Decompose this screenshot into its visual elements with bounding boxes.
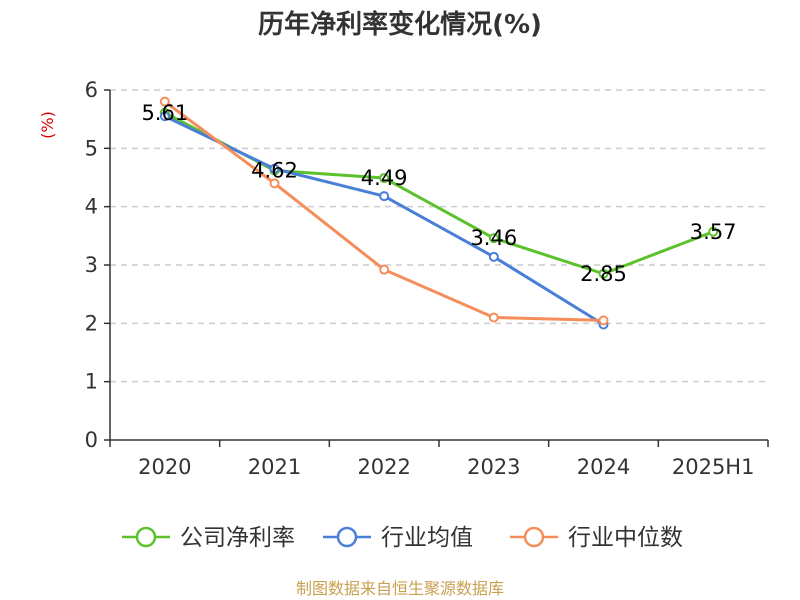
data-point	[379, 264, 390, 275]
legend-marker	[135, 526, 157, 548]
data-point	[488, 233, 499, 244]
source-note: 制图数据来自恒生聚源数据库	[296, 579, 504, 598]
legend-label: 行业中位数	[568, 525, 683, 551]
series-line	[164, 114, 605, 326]
legend-label: 行业均值	[381, 525, 473, 551]
data-label: 5.61	[141, 101, 188, 125]
data-point	[488, 251, 499, 262]
legend: 公司净利率 行业均值 行业中位数	[122, 525, 683, 551]
y-tick-label: 0	[85, 428, 98, 452]
data-point	[379, 173, 390, 184]
data-point	[159, 96, 170, 107]
data-label: 2.85	[580, 262, 627, 286]
x-tick-label: 2025H1	[672, 455, 755, 479]
x-tick-label: 2021	[248, 455, 301, 479]
data-label: 4.62	[251, 159, 298, 183]
y-tick-label: 1	[85, 370, 98, 394]
data-point	[598, 268, 609, 279]
data-point	[379, 191, 390, 202]
data-labels: 5.61 4.62 4.49 3.46 2.85 3.57	[141, 101, 736, 286]
y-tick-label: 6	[85, 78, 98, 102]
data-label: 4.49	[361, 166, 408, 190]
x-tick-label: 2020	[138, 455, 191, 479]
series-line	[164, 111, 714, 276]
legend-marker	[336, 526, 358, 548]
data-point	[488, 312, 499, 323]
x-tick-label: 2024	[577, 455, 630, 479]
data-point	[269, 163, 280, 174]
axes	[104, 89, 769, 447]
data-point	[598, 315, 609, 326]
chart-title: 历年净利率变化情况(%)	[258, 9, 542, 40]
legend-label: 公司净利率	[180, 525, 295, 551]
data-label: 3.57	[690, 220, 737, 244]
y-tick-label: 3	[85, 253, 98, 277]
legend-marker	[523, 526, 545, 548]
y-tick-label: 2	[85, 311, 98, 335]
data-point	[159, 111, 170, 122]
y-tick-label: 5	[85, 136, 98, 160]
x-tick-label: 2022	[357, 455, 410, 479]
series-lines	[163, 100, 714, 326]
x-tick-label: 2023	[467, 455, 520, 479]
y-tick-label: 4	[85, 195, 98, 219]
y-axis-label: (%)	[38, 111, 57, 139]
series-line	[163, 100, 604, 322]
data-label: 3.46	[470, 226, 517, 250]
tick-labels: 0 1 2 3 4 5 6 2020 2021 2022 2023 2024 2025H1	[85, 78, 755, 479]
data-point	[708, 226, 719, 237]
series-points	[159, 96, 719, 330]
data-point	[269, 178, 280, 189]
